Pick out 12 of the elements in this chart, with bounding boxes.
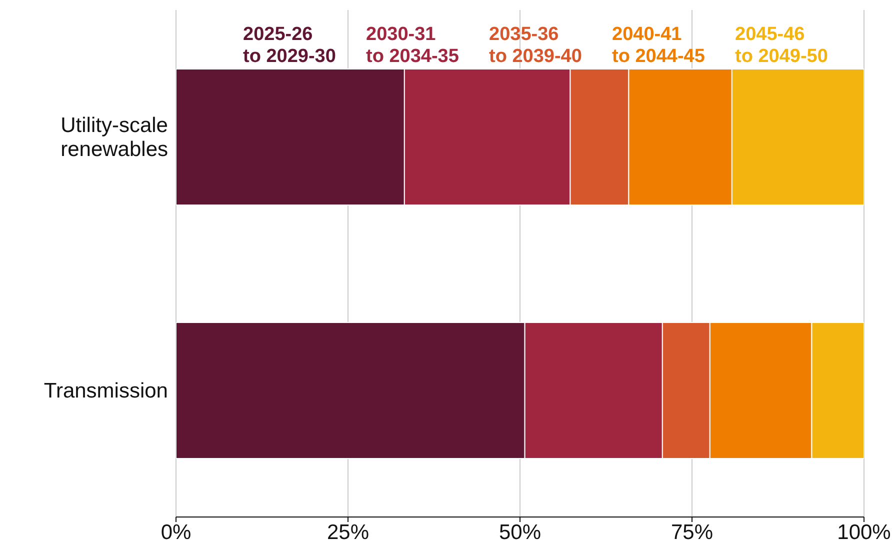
- x-tick-label: 75%: [670, 520, 714, 544]
- series-label: 2030-31 to 2034-35: [366, 24, 460, 68]
- series-label: 2025-26 to 2029-30: [243, 24, 337, 68]
- x-tick-label: 25%: [326, 520, 370, 544]
- y-tick-label: Utility-scale renewables: [60, 113, 168, 160]
- series-label: 2035-36 to 2039-40: [489, 24, 583, 68]
- x-tick-label: 0%: [160, 520, 192, 544]
- x-tick-label: 100%: [837, 520, 891, 544]
- series-label: 2045-46 to 2049-50: [735, 24, 829, 68]
- series-label: 2040-41 to 2044-45: [612, 24, 706, 68]
- x-tick-label: 50%: [498, 520, 542, 544]
- y-tick-label: Transmission: [44, 378, 168, 402]
